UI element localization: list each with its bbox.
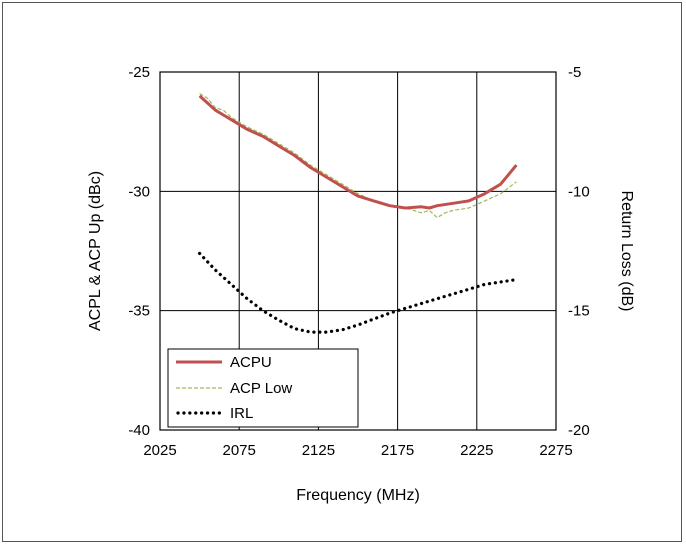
legend: ACPU ACP Low IRL [167, 348, 359, 428]
y-axis-title: ACPL & ACP Up (dBc) [87, 171, 104, 331]
x-axis-title: Frequency (MHz) [296, 487, 420, 504]
y-tick-label: -25 [128, 64, 150, 81]
y2-tick-label: -10 [568, 183, 590, 200]
series-group [198, 92, 519, 334]
tick-labels: 2025 2075 2125 2175 2225 2275 -40 -35 -30 -25 -20 -… [128, 64, 589, 459]
x-tick-label: 2225 [460, 442, 493, 459]
y-tick-label: -30 [128, 183, 150, 200]
legend-label-acpu: ACPU [230, 354, 272, 371]
x-tick-label: 2175 [381, 442, 414, 459]
y-tick-label: -35 [128, 303, 150, 320]
y2-tick-label: -15 [568, 303, 590, 320]
x-tick-label: 2275 [539, 442, 572, 459]
series-line-acpu [198, 94, 518, 210]
x-tick-label: 2025 [143, 442, 176, 459]
legend-label-irl: IRL [230, 405, 253, 422]
legend-label-acp-low: ACP Low [230, 380, 292, 397]
series-line-irl [198, 251, 519, 334]
y2-axis-title: Return Loss (dB) [618, 191, 635, 312]
y2-tick-label: -20 [568, 422, 590, 439]
y2-tick-label: -5 [568, 64, 581, 81]
series-line-acp-low [199, 92, 517, 219]
x-tick-label: 2075 [223, 442, 256, 459]
x-tick-label: 2125 [302, 442, 335, 459]
y-tick-label: -40 [128, 422, 150, 439]
plot-border [159, 71, 557, 431]
